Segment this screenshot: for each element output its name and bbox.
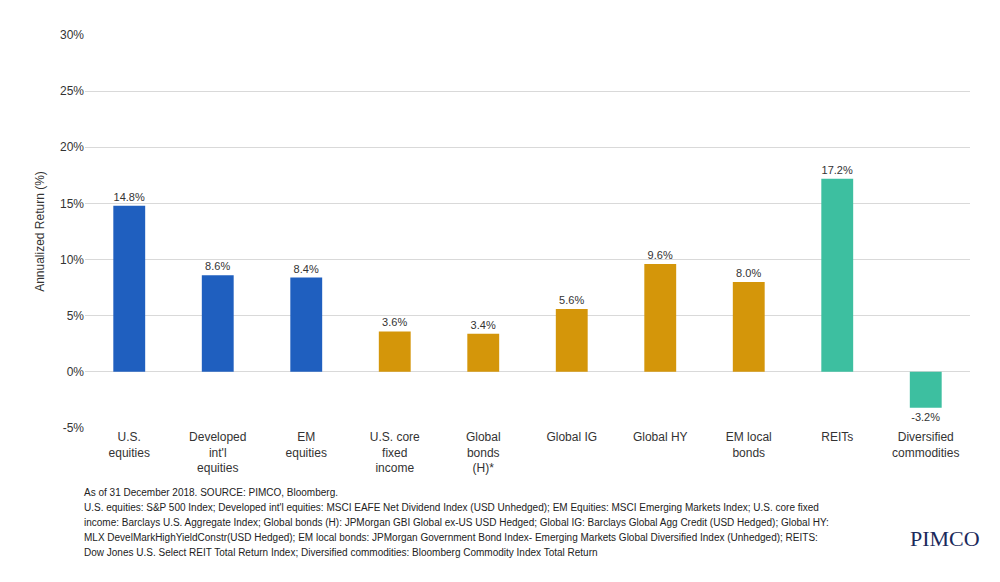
svg-text:9.6%: 9.6% (648, 249, 673, 261)
svg-text:-3.2%: -3.2% (911, 411, 940, 423)
svg-text:20%: 20% (60, 140, 84, 154)
svg-text:5.6%: 5.6% (559, 294, 584, 306)
svg-text:MLX DevelMarkHighYieldConstr(U: MLX DevelMarkHighYieldConstr(USD Hedged)… (84, 532, 818, 543)
svg-text:8.0%: 8.0% (736, 267, 761, 279)
svg-text:25%: 25% (60, 84, 84, 98)
svg-text:Developedint'lequities: Developedint'lequities (189, 430, 246, 475)
svg-text:14.8%: 14.8% (114, 191, 145, 203)
svg-text:U.S. equities: S&P 500 Index;: U.S. equities: S&P 500 Index; Developed … (84, 502, 819, 513)
svg-text:Globalbonds(H)*: Globalbonds(H)* (466, 430, 501, 475)
svg-text:3.4%: 3.4% (471, 319, 496, 331)
svg-text:10%: 10% (60, 253, 84, 267)
svg-text:0%: 0% (67, 365, 85, 379)
svg-text:15%: 15% (60, 197, 84, 211)
svg-text:Dow Jones U.S. Select REIT Tot: Dow Jones U.S. Select REIT Total Return … (84, 547, 598, 558)
svg-text:Diversifiedcommodities: Diversifiedcommodities (892, 430, 959, 460)
svg-text:PIMCO: PIMCO (910, 526, 980, 551)
svg-text:EMequities: EMequities (286, 430, 327, 460)
svg-text:income: Barclays U.S. Aggregat: income: Barclays U.S. Aggregate Index; G… (84, 517, 829, 528)
svg-text:17.2%: 17.2% (822, 164, 853, 176)
svg-text:REITs: REITs (821, 430, 853, 444)
svg-text:-5%: -5% (63, 421, 85, 435)
svg-text:8.6%: 8.6% (205, 260, 230, 272)
svg-text:As of 31 December 2018. SOURCE: As of 31 December 2018. SOURCE: PIMCO, B… (84, 487, 338, 498)
svg-text:8.4%: 8.4% (294, 263, 319, 275)
svg-text:Annualized Return (%): Annualized Return (%) (33, 171, 47, 292)
svg-text:5%: 5% (67, 309, 85, 323)
svg-text:U.S.equities: U.S.equities (109, 430, 150, 460)
svg-text:Global IG: Global IG (546, 430, 597, 444)
svg-text:U.S. corefixedincome: U.S. corefixedincome (370, 430, 420, 475)
svg-text:30%: 30% (60, 28, 84, 42)
svg-text:Global HY: Global HY (633, 430, 688, 444)
svg-text:EM localbonds: EM localbonds (726, 430, 772, 460)
svg-text:3.6%: 3.6% (382, 316, 407, 328)
